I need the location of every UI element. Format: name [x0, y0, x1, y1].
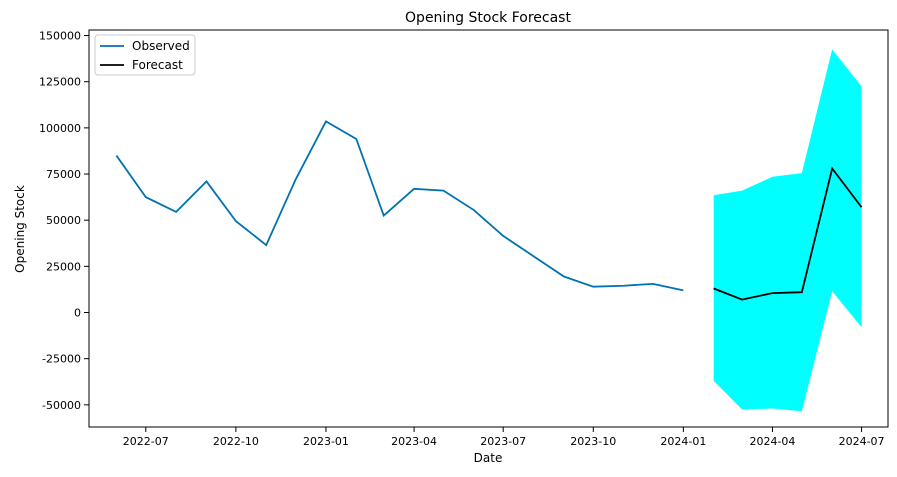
confidence-band: [713, 49, 862, 412]
x-tick-label: 2024-07: [839, 435, 885, 448]
series-observed-line: [115, 120, 684, 292]
series-forecast-line: [713, 166, 863, 301]
x-tick-label: 2024-01: [660, 435, 706, 448]
x-tick-label: 2023-10: [570, 435, 616, 448]
y-axis-label: Opening Stock: [13, 185, 27, 273]
x-tick-label: 2022-10: [213, 435, 259, 448]
legend-label-forecast: Forecast: [132, 58, 183, 72]
y-tick-label: 150000: [39, 30, 81, 43]
y-tick-label: -25000: [42, 353, 81, 366]
plot-area: [115, 49, 863, 412]
x-axis-label: Date: [474, 451, 503, 465]
legend: Observed Forecast: [94, 34, 196, 76]
y-tick-label: 0: [74, 307, 81, 320]
x-tick-label: 2023-04: [391, 435, 437, 448]
y-tick-label: 125000: [39, 76, 81, 89]
y-tick-label: 25000: [46, 260, 81, 273]
y-tick-label: 75000: [46, 168, 81, 181]
plot-frame: [88, 29, 889, 428]
y-tick-label: 100000: [39, 122, 81, 135]
x-tick-label: 2023-07: [480, 435, 526, 448]
y-tick-label: 50000: [46, 214, 81, 227]
x-tick-label: 2023-01: [303, 435, 349, 448]
x-tick-label: 2022-07: [123, 435, 169, 448]
legend-label-observed: Observed: [132, 39, 190, 53]
x-tick-label: 2024-04: [749, 435, 795, 448]
chart-title: Opening Stock Forecast: [405, 10, 571, 26]
y-tick-label: -50000: [42, 399, 81, 412]
